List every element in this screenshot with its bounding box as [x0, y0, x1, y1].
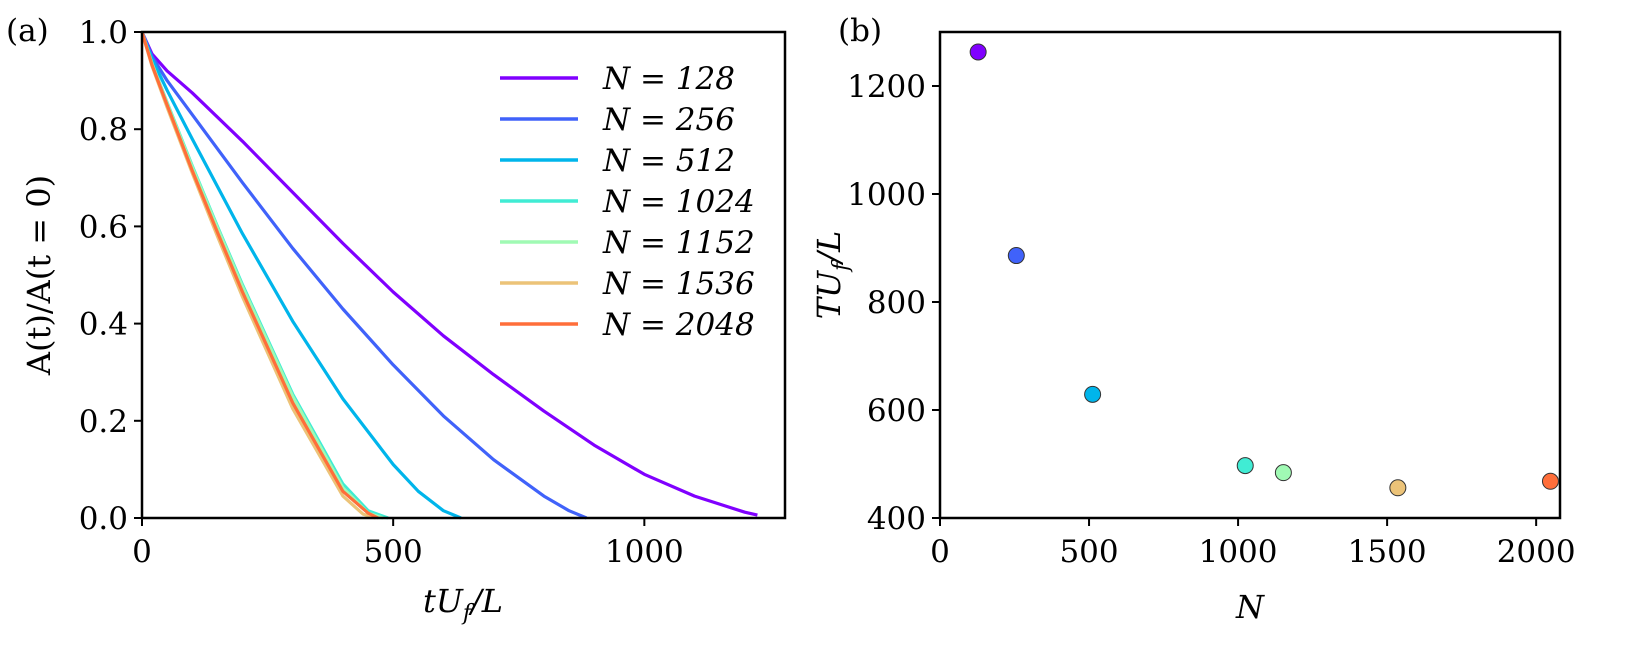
data-point-1	[1007, 247, 1025, 265]
series-line-6	[140, 31, 379, 520]
legend-label: N = 1152	[602, 225, 755, 261]
data-point-0	[969, 43, 987, 61]
data-point-2	[1084, 385, 1102, 403]
data-point-6	[1541, 472, 1559, 490]
y-tick-label: 800	[867, 285, 926, 321]
series-line-0	[140, 31, 758, 517]
y-tick-label: 0.6	[79, 209, 128, 245]
y-tick-label: 400	[867, 501, 926, 537]
panel-a-legend: N = 128 N = 256 N = 512 N = 1024 N = 1152 N =…	[500, 61, 755, 343]
legend-label: N = 256	[602, 102, 735, 138]
y-tick-label: 0.8	[79, 112, 128, 148]
panel-b-y-axis-label: TUf/L	[810, 231, 854, 320]
panel-a-label: (a)	[6, 13, 49, 49]
panel-b-x-ticks: 0 500 1000 1500 2000	[930, 518, 1576, 570]
legend-label: N = 128	[602, 61, 735, 97]
panel-b-y-ticks: 400 600 800 1000 1200	[847, 69, 940, 537]
panel-a-frame	[140, 30, 787, 520]
series-line-4	[140, 31, 384, 520]
x-tick-label: 2000	[1497, 534, 1576, 570]
legend-label: N = 512	[602, 143, 735, 179]
panel-b-x-axis-label: N	[1235, 588, 1265, 626]
x-tick-label: 500	[1059, 534, 1118, 570]
panel-b: (b) 0 500 1000 1500 2000 400 600 800 1000 1200 N…	[810, 13, 1576, 626]
y-tick-label: 1.0	[79, 15, 128, 51]
panel-b-points	[969, 43, 1559, 497]
panel-a-y-axis-label: A(t)/A(t = 0)	[20, 175, 58, 376]
y-tick-label: 0.2	[79, 404, 128, 440]
legend-label: N = 2048	[602, 307, 755, 343]
x-tick-label: 0	[132, 534, 152, 570]
x-tick-label: 1500	[1348, 534, 1427, 570]
panel-b-frame	[938, 30, 1562, 520]
y-tick-label: 1000	[847, 177, 926, 213]
panel-a: (a) 0 500 1000 0.0 0.2 0.4 0.6 0.8 1.0 tUf/L A(…	[6, 13, 787, 626]
x-tick-label: 500	[364, 534, 423, 570]
series-line-5	[140, 31, 377, 520]
data-point-5	[1389, 479, 1407, 497]
panel-a-curves	[140, 31, 758, 520]
panel-a-x-ticks: 0 500 1000	[132, 518, 684, 570]
series-line-1	[140, 31, 588, 520]
series-line-2	[140, 31, 462, 520]
panel-a-x-axis-label: tUf/L	[423, 582, 503, 626]
data-point-3	[1236, 457, 1254, 475]
data-point-4	[1274, 464, 1292, 482]
x-tick-label: 1000	[605, 534, 684, 570]
y-tick-label: 0.4	[79, 307, 128, 343]
y-tick-label: 0.0	[79, 501, 128, 537]
legend-label: N = 1536	[602, 266, 755, 302]
x-tick-label: 0	[930, 534, 950, 570]
panel-a-y-ticks: 0.0 0.2 0.4 0.6 0.8 1.0	[79, 15, 142, 537]
y-tick-label: 1200	[847, 69, 926, 105]
panel-b-label: (b)	[838, 13, 882, 49]
legend-label: N = 1024	[602, 184, 755, 220]
y-tick-label: 600	[867, 393, 926, 429]
x-tick-label: 1000	[1199, 534, 1278, 570]
